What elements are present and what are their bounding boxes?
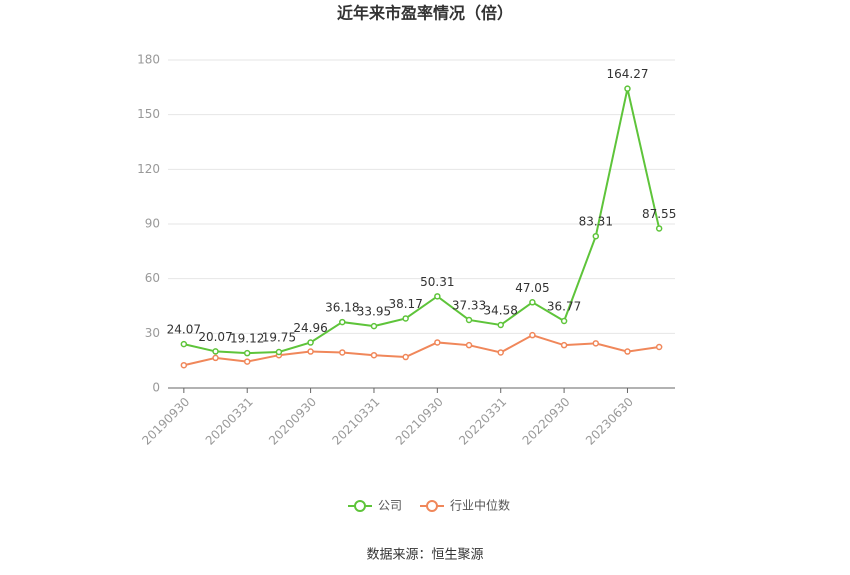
data-label: 36.18 xyxy=(325,301,359,315)
point xyxy=(529,331,536,339)
point xyxy=(434,293,441,300)
point xyxy=(655,225,663,232)
point xyxy=(212,348,219,355)
point xyxy=(212,354,219,362)
data-label: 164.27 xyxy=(606,67,648,81)
y-tick-label: 60 xyxy=(145,271,160,285)
legend-marker xyxy=(426,500,438,512)
point xyxy=(560,341,568,349)
point xyxy=(592,232,600,240)
x-tick-label: 20210331 xyxy=(329,395,382,448)
data-label: 33.95 xyxy=(357,305,391,319)
y-tick-label: 90 xyxy=(145,217,160,231)
data-label: 36.77 xyxy=(547,299,581,313)
point xyxy=(370,322,378,330)
point xyxy=(560,317,568,325)
data-label: 34.58 xyxy=(484,303,518,317)
chart-title: 近年来市盈率情况（倍） xyxy=(337,4,513,23)
x-tick-label: 20220331 xyxy=(456,395,509,448)
point xyxy=(497,349,504,356)
point xyxy=(529,299,536,306)
point xyxy=(243,349,251,357)
x-tick-label: 20190930 xyxy=(139,395,192,448)
data-label: 19.12 xyxy=(230,332,264,346)
point xyxy=(370,351,378,359)
y-tick-label: 30 xyxy=(145,326,160,340)
point xyxy=(624,85,631,92)
point xyxy=(402,353,409,361)
x-tick-label: 20220930 xyxy=(520,395,573,448)
point xyxy=(465,341,473,349)
point xyxy=(339,318,346,326)
legend-label: 公司 xyxy=(378,499,402,513)
y-tick-label: 0 xyxy=(152,381,160,395)
series-line xyxy=(183,334,660,367)
data-label: 24.07 xyxy=(167,323,201,337)
point xyxy=(307,339,314,346)
x-tick-label: 20200930 xyxy=(266,395,319,448)
point xyxy=(624,348,631,355)
source-note: 数据来源：恒生聚源 xyxy=(366,548,483,563)
data-label: 19.75 xyxy=(262,331,296,345)
point xyxy=(497,321,504,329)
point xyxy=(592,340,600,347)
point xyxy=(180,361,188,369)
data-label: 38.17 xyxy=(388,297,422,311)
point xyxy=(243,358,251,365)
point xyxy=(655,343,663,351)
point xyxy=(465,316,473,324)
data-label: 24.96 xyxy=(293,321,327,335)
y-tick-label: 150 xyxy=(137,107,160,121)
point xyxy=(275,348,283,356)
point xyxy=(339,349,346,356)
y-tick-label: 120 xyxy=(137,162,160,176)
series-line xyxy=(183,88,661,355)
legend-label: 行业中位数 xyxy=(450,498,510,513)
x-tick-label: 20210930 xyxy=(393,395,446,448)
point xyxy=(307,348,314,355)
data-label: 47.05 xyxy=(515,281,549,295)
x-tick-label: 20230630 xyxy=(583,395,636,448)
data-label: 50.31 xyxy=(420,275,454,289)
data-label: 37.33 xyxy=(452,298,486,312)
point xyxy=(180,340,188,348)
point xyxy=(434,339,441,346)
data-label: 83.31 xyxy=(579,215,613,229)
legend-marker xyxy=(354,500,366,512)
data-label: 20.07 xyxy=(198,330,232,344)
y-tick-label: 180 xyxy=(137,53,160,67)
point xyxy=(402,315,409,322)
x-tick-label: 20200331 xyxy=(203,395,256,448)
data-label: 87.55 xyxy=(642,207,676,221)
